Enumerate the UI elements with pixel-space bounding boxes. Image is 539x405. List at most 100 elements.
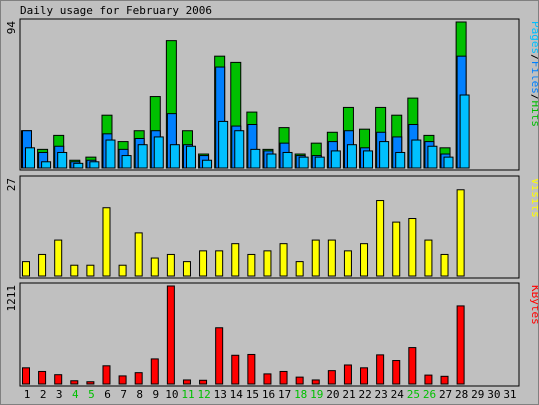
bar-kbytes-day-6 xyxy=(102,365,111,385)
bar-pages-day-27 xyxy=(443,156,454,169)
x-tick-label: 22 xyxy=(358,388,371,401)
x-tick-label: 15 xyxy=(246,388,259,401)
bar-pages-day-1 xyxy=(25,147,35,169)
y-max-label: 94 xyxy=(5,21,18,35)
x-tick-label: 5 xyxy=(88,388,95,401)
bar-pages-day-26 xyxy=(427,145,438,169)
x-tick-label: 27 xyxy=(439,388,452,401)
legend-entry: / xyxy=(529,94,539,101)
bar-visits-day-5 xyxy=(86,264,95,277)
bar-pages-day-4 xyxy=(73,162,84,169)
bar-visits-day-22 xyxy=(360,243,369,277)
bar-visits-day-17 xyxy=(279,243,288,277)
bar-visits-day-9 xyxy=(150,257,159,277)
bar-kbytes-day-10 xyxy=(166,285,175,385)
bar-visits-day-19 xyxy=(311,239,320,277)
bar-visits-day-24 xyxy=(392,221,401,277)
bar-pages-day-22 xyxy=(363,150,374,169)
bar-pages-day-19 xyxy=(314,156,325,169)
bar-pages-day-28 xyxy=(459,94,470,169)
x-tick-label: 9 xyxy=(153,388,160,401)
bar-kbytes-day-2 xyxy=(38,370,47,385)
legend-hits-files-pages: Pages/Files/Hits xyxy=(529,21,539,127)
bar-visits-day-16 xyxy=(263,250,272,277)
bar-visits-day-20 xyxy=(327,239,336,277)
bar-visits-day-6 xyxy=(102,207,111,277)
x-tick-label: 3 xyxy=(56,388,63,401)
panel-hits-files-pages: 94 Pages/Files/Hits xyxy=(5,18,539,171)
bar-kbytes-day-11 xyxy=(182,379,191,385)
x-tick-label: 12 xyxy=(197,388,210,401)
legend-entry: / xyxy=(529,54,539,61)
bar-kbytes-day-17 xyxy=(279,370,288,385)
bar-pages-day-9 xyxy=(153,136,164,169)
bar-pages-day-12 xyxy=(202,159,213,169)
bar-pages-day-17 xyxy=(282,151,293,169)
bar-kbytes-day-13 xyxy=(215,327,224,385)
x-tick-label: 24 xyxy=(391,388,405,401)
legend-entry: Hits xyxy=(529,101,539,128)
bar-visits-day-28 xyxy=(456,189,465,277)
x-tick-label: 11 xyxy=(181,388,194,401)
bar-pages-day-24 xyxy=(395,151,406,169)
bar-kbytes-day-18 xyxy=(295,376,304,385)
x-tick-label: 13 xyxy=(214,388,227,401)
x-tick-label: 31 xyxy=(503,388,516,401)
x-tick-label: 4 xyxy=(72,388,79,401)
bar-kbytes-day-12 xyxy=(199,379,208,385)
bar-pages-day-2 xyxy=(41,161,52,169)
x-tick-label: 21 xyxy=(342,388,355,401)
x-tick-label: 26 xyxy=(423,388,436,401)
bar-visits-day-1 xyxy=(22,261,30,277)
panel-visits: 27 Visits xyxy=(5,175,539,279)
x-tick-label: 6 xyxy=(104,388,111,401)
y-max-label: 27 xyxy=(5,178,18,191)
bar-pages-day-7 xyxy=(121,155,132,169)
bar-visits-day-18 xyxy=(295,261,304,277)
x-tick-label: 1 xyxy=(24,388,31,401)
x-tick-label: 2 xyxy=(40,388,47,401)
legend-kbytes: KBytes xyxy=(529,285,539,325)
bar-pages-day-3 xyxy=(57,151,68,169)
bar-pages-day-16 xyxy=(266,153,277,169)
bar-pages-day-10 xyxy=(169,144,180,169)
x-tick-label: 14 xyxy=(230,388,244,401)
bar-kbytes-day-4 xyxy=(70,380,79,385)
x-tick-label: 16 xyxy=(262,388,275,401)
bar-kbytes-day-27 xyxy=(440,375,449,385)
bar-kbytes-day-26 xyxy=(424,374,433,385)
bar-pages-day-5 xyxy=(89,161,100,169)
bar-visits-day-26 xyxy=(424,239,433,277)
bar-kbytes-day-25 xyxy=(408,347,417,385)
chart-title: Daily usage for February 2006 xyxy=(20,4,212,17)
bar-pages-day-14 xyxy=(234,130,245,169)
bar-kbytes-day-3 xyxy=(54,374,63,385)
bar-pages-day-13 xyxy=(218,120,229,169)
bar-pages-day-6 xyxy=(105,139,116,169)
legend-entry: Pages xyxy=(529,21,539,54)
bar-visits-day-12 xyxy=(199,250,208,277)
x-tick-label: 7 xyxy=(120,388,127,401)
bar-visits-day-25 xyxy=(408,218,417,277)
x-tick-label: 25 xyxy=(407,388,420,401)
x-tick-label: 18 xyxy=(294,388,307,401)
bar-kbytes-day-8 xyxy=(134,372,143,385)
bar-pages-day-8 xyxy=(137,144,148,169)
panel-kbytes: 1211 KBytes xyxy=(5,282,539,387)
bar-kbytes-day-9 xyxy=(150,358,159,385)
bar-kbytes-day-23 xyxy=(376,354,385,385)
bar-kbytes-day-1 xyxy=(22,367,30,385)
bar-visits-day-8 xyxy=(134,232,143,277)
x-tick-label: 20 xyxy=(326,388,339,401)
bar-visits-day-14 xyxy=(231,243,240,277)
bar-visits-day-7 xyxy=(118,264,127,277)
panel-frame xyxy=(19,282,520,387)
bar-kbytes-day-20 xyxy=(327,370,336,385)
bar-kbytes-day-24 xyxy=(392,360,401,385)
bar-pages-day-11 xyxy=(185,145,196,169)
bar-kbytes-day-14 xyxy=(231,354,240,385)
bar-pages-day-20 xyxy=(330,150,341,169)
bar-visits-day-13 xyxy=(215,250,224,277)
bar-visits-day-2 xyxy=(38,253,47,277)
